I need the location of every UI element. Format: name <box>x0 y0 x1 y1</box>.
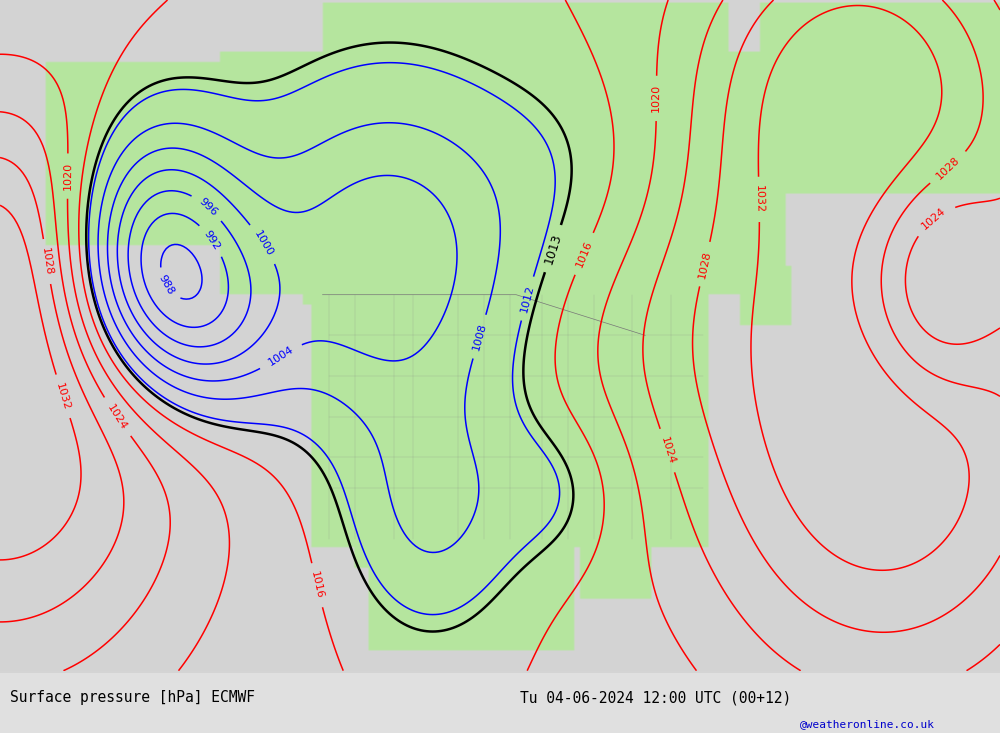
Text: @weatheronline.co.uk: @weatheronline.co.uk <box>800 719 935 729</box>
Text: 1032: 1032 <box>54 381 72 411</box>
Text: 1012: 1012 <box>519 284 536 314</box>
Text: 996: 996 <box>196 196 219 218</box>
Text: 1024: 1024 <box>105 402 129 432</box>
Text: 1013: 1013 <box>542 232 564 265</box>
Text: 1032: 1032 <box>754 185 764 213</box>
Text: 1020: 1020 <box>651 84 662 112</box>
Text: 1024: 1024 <box>659 435 676 465</box>
Text: Surface pressure [hPa] ECMWF: Surface pressure [hPa] ECMWF <box>10 690 255 705</box>
Text: 1016: 1016 <box>309 570 325 600</box>
Text: 1028: 1028 <box>40 247 54 276</box>
Text: 992: 992 <box>202 229 222 252</box>
Text: 1016: 1016 <box>574 239 594 268</box>
Text: 1028: 1028 <box>935 155 962 181</box>
Text: 1004: 1004 <box>266 345 295 368</box>
Text: 1008: 1008 <box>471 322 488 352</box>
Text: 1024: 1024 <box>920 206 948 232</box>
Text: 988: 988 <box>157 273 176 297</box>
Text: 1020: 1020 <box>63 162 73 190</box>
Text: Tu 04-06-2024 12:00 UTC (00+12): Tu 04-06-2024 12:00 UTC (00+12) <box>520 690 791 705</box>
Text: 1000: 1000 <box>252 229 275 259</box>
Text: 1028: 1028 <box>697 249 713 279</box>
